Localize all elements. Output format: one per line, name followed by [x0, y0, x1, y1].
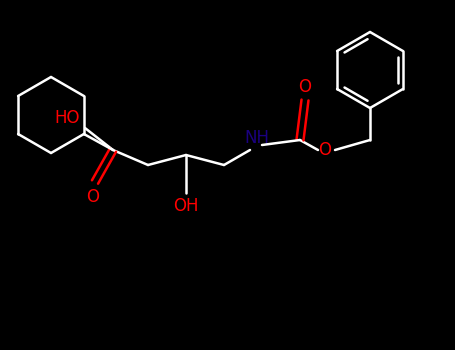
- Text: HO: HO: [54, 109, 80, 127]
- Text: O: O: [86, 188, 100, 206]
- Text: NH: NH: [244, 129, 269, 147]
- Text: O: O: [298, 78, 312, 96]
- Text: OH: OH: [173, 197, 199, 215]
- Text: O: O: [318, 141, 332, 159]
